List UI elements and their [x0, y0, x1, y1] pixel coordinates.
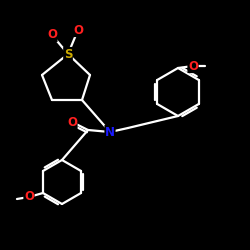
Text: O: O	[24, 190, 34, 203]
Text: O: O	[47, 28, 57, 42]
Text: S: S	[64, 48, 72, 60]
Text: O: O	[73, 24, 83, 36]
Text: N: N	[105, 126, 115, 138]
Text: O: O	[67, 116, 77, 128]
Text: O: O	[188, 60, 198, 72]
